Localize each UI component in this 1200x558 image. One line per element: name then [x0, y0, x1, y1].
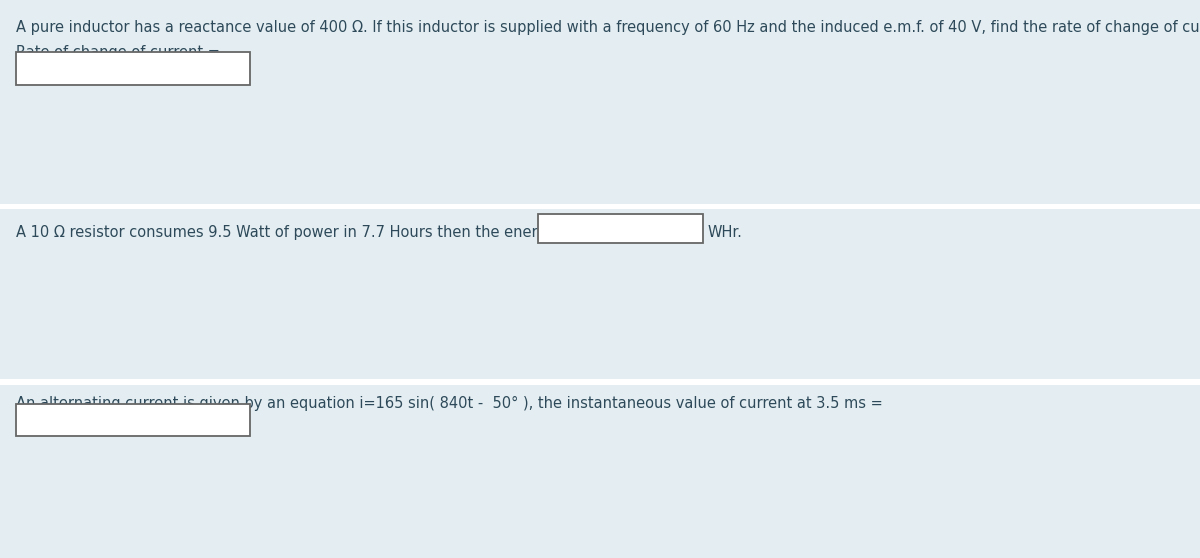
Text: A pure inductor has a reactance value of 400 Ω. If this inductor is supplied wit: A pure inductor has a reactance value of…: [16, 20, 1200, 35]
FancyBboxPatch shape: [538, 214, 703, 243]
Text: WHr.: WHr.: [708, 225, 743, 240]
Text: An alternating current is given by an equation i=165 sin( 840t -  50° ), the ins: An alternating current is given by an eq…: [16, 396, 882, 411]
Text: Rate of change of current =: Rate of change of current =: [16, 45, 220, 60]
Text: A 10 Ω resistor consumes 9.5 Watt of power in 7.7 Hours then the energy consumed: A 10 Ω resistor consumes 9.5 Watt of pow…: [16, 225, 668, 240]
FancyBboxPatch shape: [16, 52, 250, 85]
Bar: [0, 204, 1200, 209]
Bar: [0, 379, 1200, 385]
FancyBboxPatch shape: [16, 404, 250, 436]
